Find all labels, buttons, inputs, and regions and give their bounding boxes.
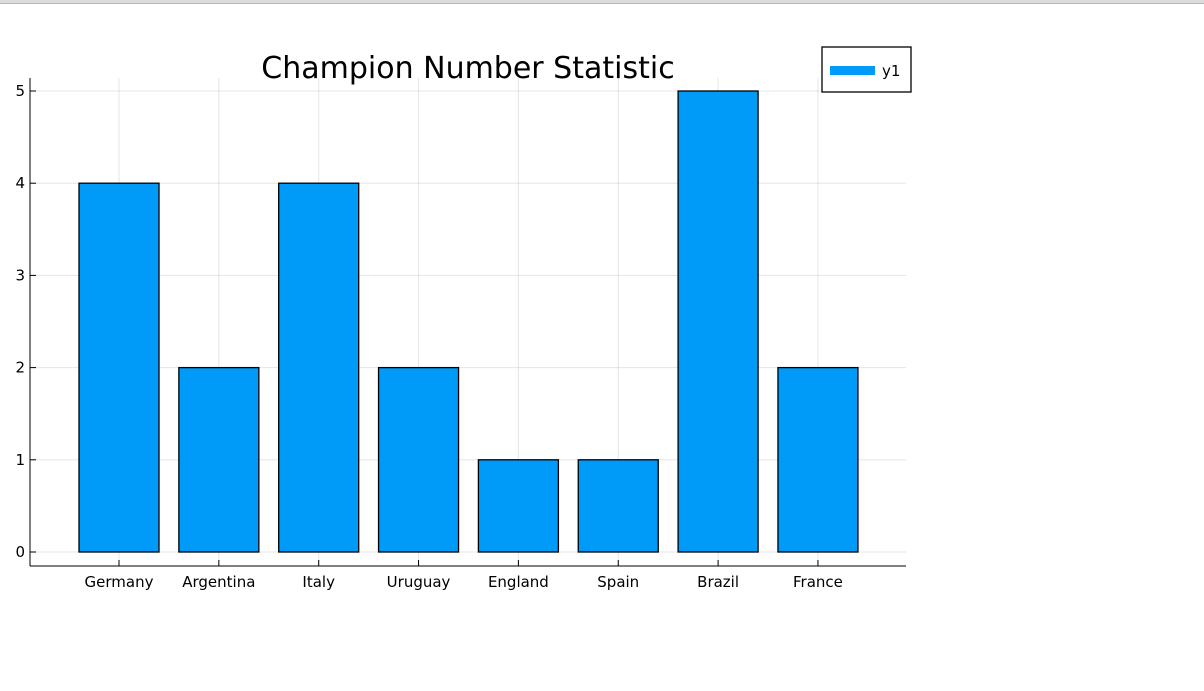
axes — [29, 78, 906, 567]
x-tick-label: Spain — [597, 573, 639, 591]
x-tick-label: Brazil — [697, 573, 739, 591]
grid-lines — [30, 78, 906, 566]
legend: y1 — [821, 46, 912, 93]
bar-argentina — [178, 366, 260, 553]
y-tick-label: 5 — [15, 82, 25, 100]
x-tick-label: France — [793, 573, 843, 591]
bar-italy — [278, 182, 360, 553]
y-tick-label: 1 — [15, 451, 25, 469]
bar-series — [78, 90, 859, 553]
bar-germany — [78, 182, 160, 553]
bar-england — [477, 459, 560, 553]
x-tick-label: Argentina — [182, 573, 255, 591]
y-tick-label: 0 — [15, 543, 25, 561]
y-tick-label: 2 — [15, 359, 25, 377]
legend-swatch — [830, 66, 875, 75]
y-tick-label: 4 — [15, 174, 25, 192]
x-tick-label: Italy — [302, 573, 335, 591]
y-tick-label: 3 — [15, 266, 25, 284]
x-tick-label: Uruguay — [387, 573, 451, 591]
x-tick-label: Germany — [85, 573, 154, 591]
tick-labels: 0 1 2 3 4 5 Germany Argentina Italy Uruguay Englan… — [15, 82, 842, 591]
bar-france — [777, 366, 859, 553]
chart-title: Champion Number Statistic — [261, 51, 674, 86]
legend-label: y1 — [882, 62, 900, 80]
window-top-edge — [0, 0, 1204, 4]
bar-spain — [577, 459, 659, 553]
bar-brazil — [677, 90, 759, 553]
bar-uruguay — [377, 366, 460, 553]
x-tick-label: England — [488, 573, 549, 591]
